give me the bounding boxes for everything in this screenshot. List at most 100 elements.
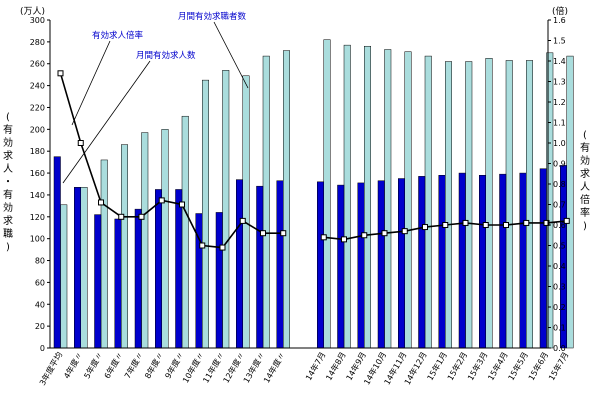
right-axis-label-char: ( xyxy=(583,130,587,141)
bar-seekers xyxy=(485,58,493,349)
left-axis-label-char: 有 xyxy=(3,123,13,136)
ratio-point xyxy=(442,222,449,228)
ratio-point xyxy=(98,199,104,206)
ratio-point xyxy=(422,224,428,231)
bar-seekers xyxy=(161,129,169,349)
bar-offers xyxy=(560,165,567,349)
right-axis-label-char: 効 xyxy=(580,154,590,167)
right-axis-label-char: 求 xyxy=(580,168,590,180)
right-tick-label: 0.1 xyxy=(553,324,566,333)
bar-seekers xyxy=(100,159,108,349)
right-tick-label: 1.4 xyxy=(553,57,566,66)
bar-offers xyxy=(317,181,324,349)
bar-offers xyxy=(256,185,264,349)
bar-offers xyxy=(74,187,81,349)
left-axis-label-char: 求 xyxy=(3,215,13,227)
bar-seekers xyxy=(283,50,290,349)
left-axis-label-char: ) xyxy=(6,242,10,253)
right-axis-label-char: 率 xyxy=(580,206,590,219)
left-tick-label: 60 xyxy=(35,278,45,287)
left-tick-label: 100 xyxy=(30,235,45,244)
left-axis-label-char: 効 xyxy=(3,136,13,149)
ratio-point xyxy=(219,244,226,251)
bar-offers xyxy=(398,178,405,349)
ratio-point xyxy=(118,213,125,220)
bar-seekers xyxy=(202,79,209,349)
ratio-point xyxy=(138,213,145,220)
bar-offers xyxy=(499,173,507,349)
bar-seekers xyxy=(364,45,371,349)
bar-seekers xyxy=(60,204,68,349)
bar-seekers xyxy=(465,61,473,349)
bar-seekers xyxy=(80,187,88,349)
left-unit-label: (万人) xyxy=(20,6,45,17)
bar-offers xyxy=(175,189,183,349)
bar-seekers xyxy=(526,60,533,349)
right-tick-label: 1.6 xyxy=(553,16,566,25)
bar-seekers xyxy=(505,60,513,349)
left-tick-label: 160 xyxy=(30,169,45,178)
ratio-line xyxy=(59,73,284,249)
annotation-ratio-leader xyxy=(71,40,111,126)
ratio-point xyxy=(503,222,509,228)
bar-offers xyxy=(94,214,102,349)
bar-offers xyxy=(418,176,426,349)
bar-offers xyxy=(53,156,61,349)
right-tick-label: 0.4 xyxy=(553,262,566,271)
right-tick-label: 0.8 xyxy=(553,180,566,189)
right-tick-label: 0.9 xyxy=(553,160,566,169)
ratio-point xyxy=(361,232,368,239)
annotation-seekers: 月間有効求職者数 xyxy=(178,11,247,22)
left-axis-label-char: 効 xyxy=(3,201,13,214)
right-tick-label: 0.5 xyxy=(553,242,566,251)
left-axis-label-char: 人 xyxy=(3,163,13,175)
annotation-offers: 月間有効求人数 xyxy=(136,50,196,61)
ratio-point xyxy=(462,219,469,226)
left-axis-label-char: ( xyxy=(6,112,10,123)
bar-seekers xyxy=(343,44,351,349)
bar-offers xyxy=(458,172,466,349)
bar-offers xyxy=(134,208,142,349)
bar-offers xyxy=(519,172,527,349)
annotation-ratio: 有効求人倍率 xyxy=(92,30,144,41)
left-tick-label: 80 xyxy=(35,257,45,266)
bar-seekers xyxy=(445,61,452,349)
bar-offers xyxy=(236,179,243,349)
bar-offers xyxy=(479,175,486,349)
left-axis-label-char: 有 xyxy=(3,188,13,201)
ratio-point xyxy=(523,219,530,226)
left-tick-label: 180 xyxy=(30,147,45,156)
right-tick-label: 0.3 xyxy=(553,283,566,292)
right-axis-label-char: 有 xyxy=(580,141,590,154)
annotation-offers-leader xyxy=(62,60,151,184)
left-tick-label: 240 xyxy=(30,82,45,91)
left-tick-label: 140 xyxy=(30,191,45,200)
ratio-point xyxy=(563,217,570,224)
ratio-point xyxy=(77,140,84,146)
bar-offers xyxy=(337,184,345,349)
ratio-point xyxy=(341,236,347,243)
right-tick-label: 0.0 xyxy=(553,344,566,353)
bar-seekers xyxy=(181,115,189,349)
left-tick-label: 0 xyxy=(40,344,45,353)
bar-seekers xyxy=(141,132,149,349)
right-axis-label: (有効求人倍率) xyxy=(580,130,590,232)
bar-offers xyxy=(438,175,446,349)
right-tick-label: 1.2 xyxy=(553,98,566,107)
left-tick-label: 120 xyxy=(30,213,45,222)
bar-seekers xyxy=(566,55,574,349)
ratio-point xyxy=(57,70,64,77)
right-axis-label-char: ) xyxy=(583,221,587,232)
left-axis-label-char: 求 xyxy=(3,150,13,162)
right-tick-label: 1.1 xyxy=(553,119,566,128)
left-tick-label: 40 xyxy=(35,300,45,309)
bar-seekers xyxy=(384,49,392,349)
right-tick-label: 0.2 xyxy=(553,303,566,312)
bar-seekers xyxy=(262,55,270,349)
ratio-point xyxy=(260,230,266,237)
ratio-point xyxy=(543,219,550,226)
ratio-point xyxy=(401,228,408,235)
ratio-point xyxy=(482,222,489,228)
right-axis-label-char: 人 xyxy=(580,181,590,193)
